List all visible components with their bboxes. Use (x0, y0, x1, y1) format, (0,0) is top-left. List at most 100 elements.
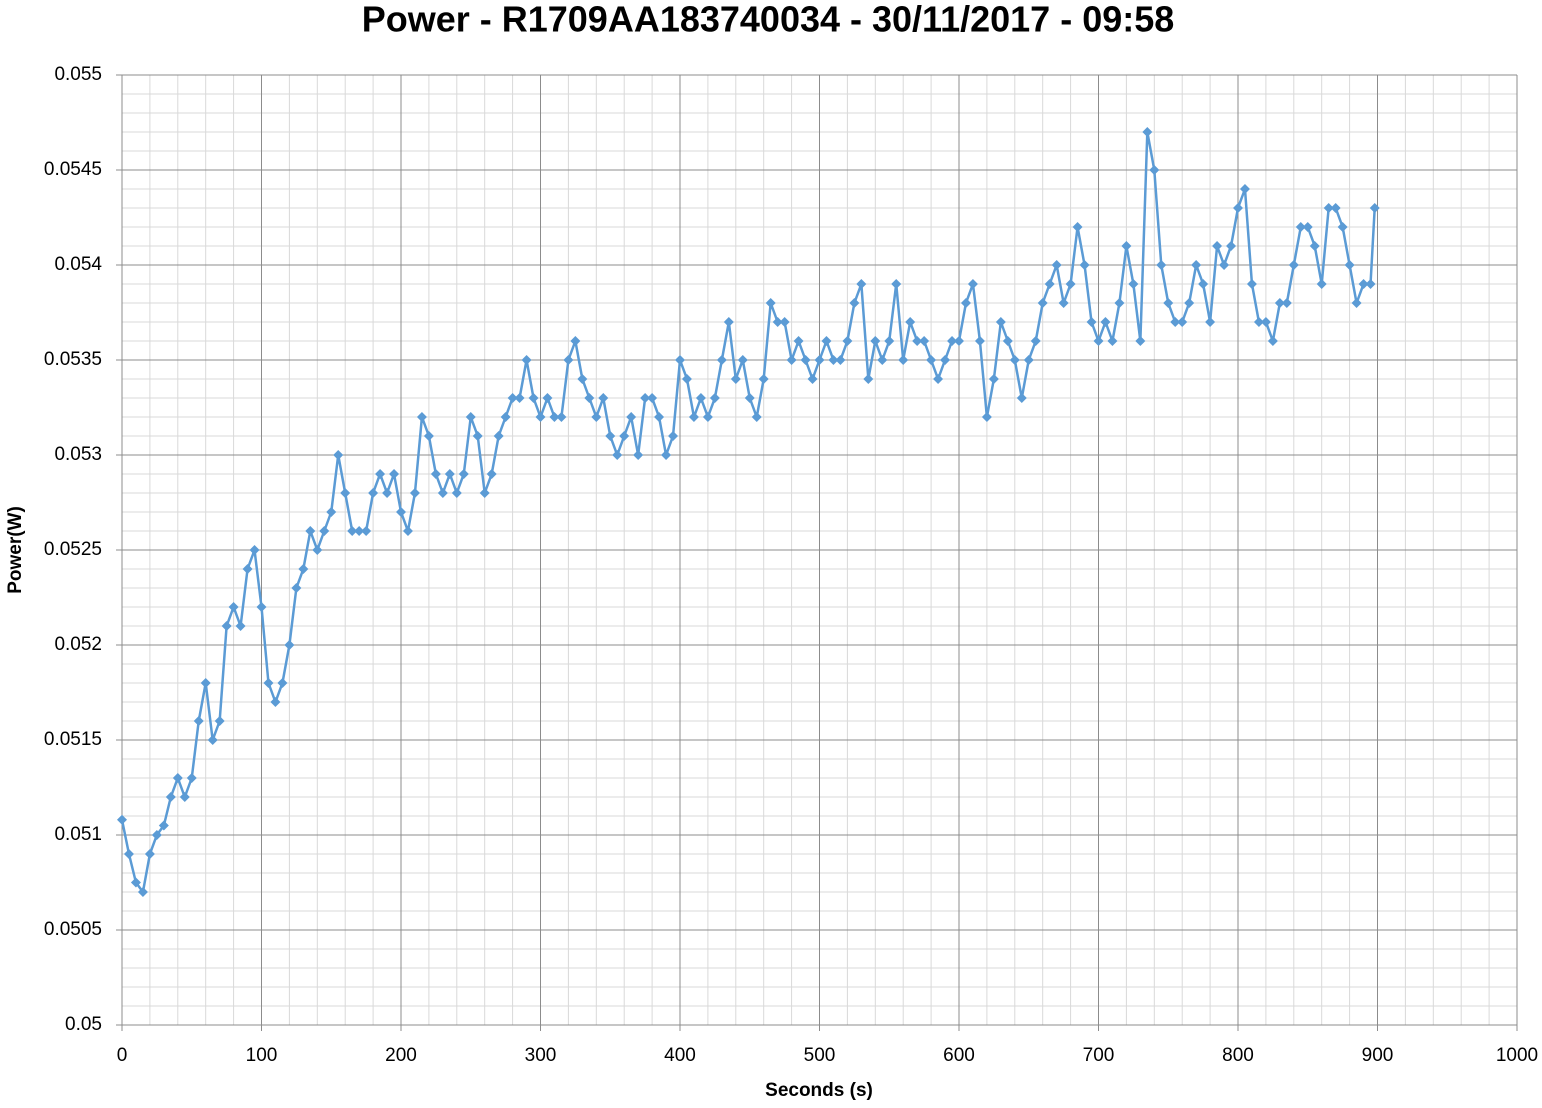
data-point (1142, 127, 1153, 137)
data-point (647, 393, 658, 403)
y-tick-label: 0.051 (54, 824, 102, 845)
data-point (1358, 279, 1369, 289)
y-tick-label: 0.0535 (44, 349, 102, 370)
data-point (1219, 260, 1230, 270)
data-point (1253, 317, 1264, 327)
data-point (1205, 317, 1216, 327)
data-point (1198, 279, 1209, 289)
data-point (117, 814, 127, 825)
data-point (912, 336, 923, 346)
data-point (1260, 317, 1271, 327)
data-point (165, 792, 176, 802)
data-point (1288, 260, 1299, 270)
x-tick-label: 300 (525, 1045, 557, 1066)
data-point (437, 488, 448, 498)
data-point (744, 393, 755, 403)
data-point (933, 374, 944, 384)
data-point (940, 355, 951, 365)
data-point (1337, 222, 1348, 232)
data-point (633, 450, 644, 460)
x-tick-label: 200 (385, 1045, 417, 1066)
data-point (640, 393, 651, 403)
data-point (584, 393, 595, 403)
data-point (486, 469, 497, 479)
data-point (1295, 222, 1306, 232)
data-point (995, 317, 1006, 327)
data-point (1009, 355, 1020, 365)
data-point (444, 469, 455, 479)
data-point (877, 355, 888, 365)
data-point (1316, 279, 1327, 289)
data-point (396, 507, 406, 517)
y-tick-label: 0.0545 (44, 159, 102, 180)
y-tick-label: 0.055 (54, 64, 102, 85)
data-point (898, 355, 909, 365)
data-point (730, 374, 741, 384)
data-point (793, 336, 804, 346)
data-point (870, 336, 881, 346)
data-point (521, 355, 532, 365)
data-point (1128, 279, 1139, 289)
data-point (256, 602, 267, 612)
data-point (389, 469, 400, 479)
data-point (849, 298, 860, 308)
data-point (688, 412, 699, 422)
data-point (863, 374, 874, 384)
data-point (249, 545, 260, 555)
data-point (1365, 279, 1376, 289)
data-point (326, 507, 337, 517)
data-point (1177, 317, 1188, 327)
data-point (298, 564, 309, 574)
y-tick-label: 0.0525 (44, 539, 102, 560)
data-point (681, 374, 692, 384)
x-tick-label: 600 (943, 1045, 975, 1066)
data-point (333, 450, 344, 460)
data-point (1121, 241, 1132, 251)
data-point (500, 412, 511, 422)
data-point (619, 431, 630, 441)
data-point (361, 526, 372, 536)
data-point (409, 488, 420, 498)
data-point (270, 697, 281, 707)
data-point (1044, 279, 1055, 289)
data-point (807, 374, 818, 384)
data-point (1233, 203, 1243, 213)
data-point (1037, 298, 1048, 308)
data-point (263, 678, 274, 688)
data-point (570, 336, 581, 346)
data-point (702, 412, 713, 422)
data-point (598, 393, 609, 403)
data-point (368, 488, 379, 498)
data-point (695, 393, 706, 403)
data-point (1184, 298, 1195, 308)
data-point (814, 355, 825, 365)
data-point (591, 412, 602, 422)
data-point (514, 393, 525, 403)
x-tick-label: 100 (246, 1045, 278, 1066)
data-point (423, 431, 434, 441)
data-point (1330, 203, 1341, 213)
data-point (751, 412, 762, 422)
y-tick-label: 0.0515 (44, 729, 102, 750)
data-point (535, 412, 546, 422)
data-point (186, 773, 197, 783)
data-point (493, 431, 504, 441)
data-point (1114, 298, 1125, 308)
data-point (402, 526, 413, 536)
data-point (1309, 241, 1320, 251)
data-point (144, 849, 155, 859)
data-point (1135, 336, 1146, 346)
data-point (179, 792, 190, 802)
data-point (549, 412, 560, 422)
data-point (465, 412, 476, 422)
data-point (716, 355, 727, 365)
data-point (123, 849, 134, 859)
data-point (1079, 260, 1090, 270)
data-point (235, 621, 246, 631)
data-point (821, 336, 832, 346)
data-point (772, 317, 783, 327)
data-point (1212, 241, 1223, 251)
data-point (1100, 317, 1111, 327)
